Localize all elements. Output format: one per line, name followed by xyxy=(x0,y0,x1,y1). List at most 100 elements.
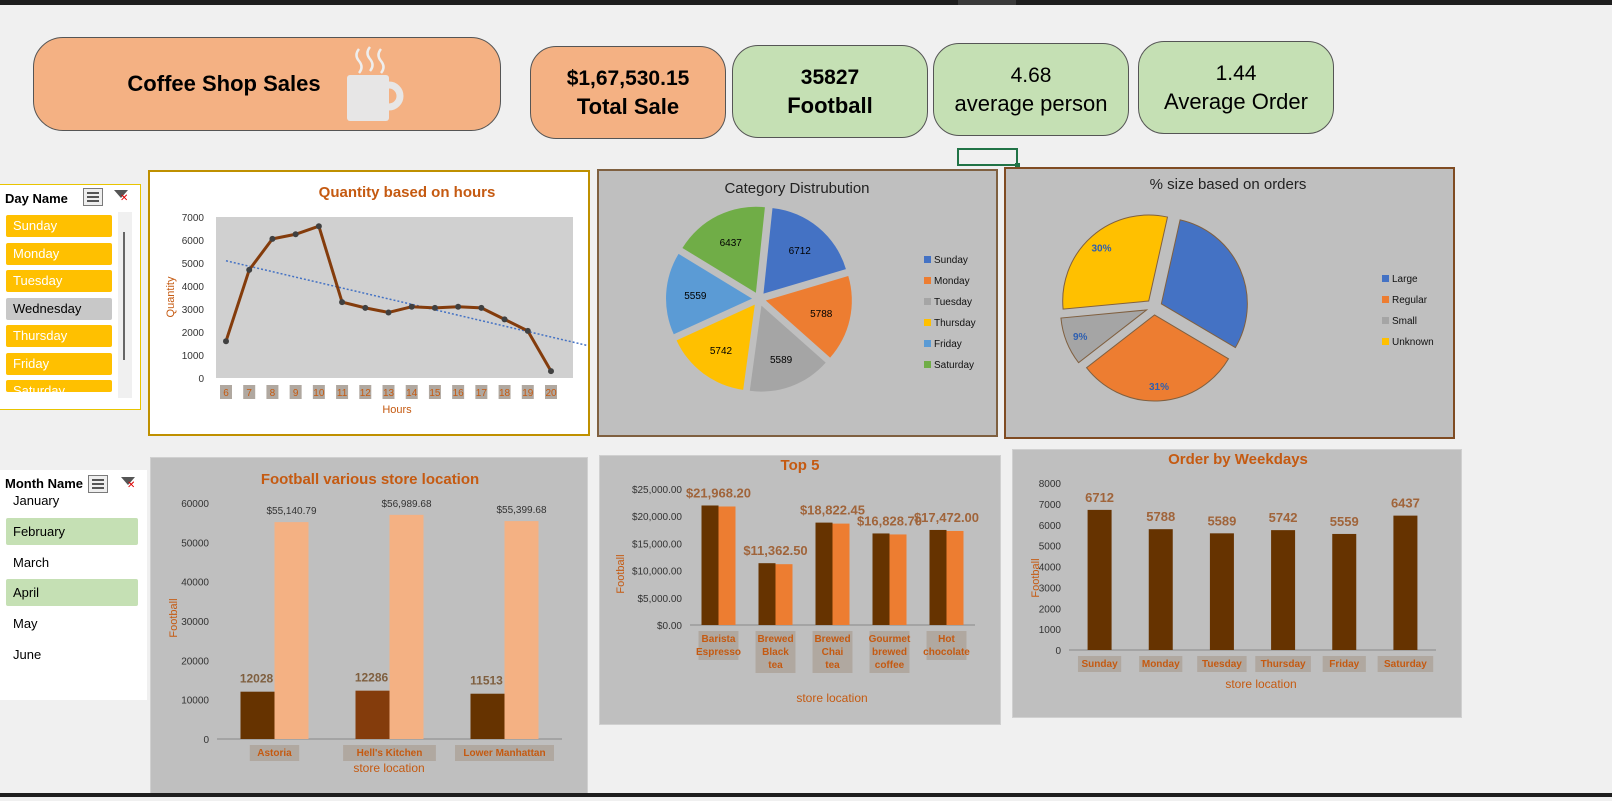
x-tick-label: Brewed Chai tea xyxy=(814,634,850,671)
x-tick-bg xyxy=(545,385,557,399)
bar xyxy=(1332,533,1357,650)
y-tick-label: 1000 xyxy=(182,351,205,362)
legend-label: Regular xyxy=(1392,295,1428,306)
data-label: 5589 xyxy=(1207,513,1236,528)
multi-select-icon[interactable] xyxy=(88,475,108,493)
x-tick-label: 15 xyxy=(429,388,441,399)
slicer-item-february[interactable]: February xyxy=(6,517,138,545)
slicer-item-monday[interactable]: Monday xyxy=(6,242,112,265)
pie-slice-regular xyxy=(1085,314,1230,402)
pie-slice-monday xyxy=(765,276,852,358)
slicer-item-january[interactable]: January xyxy=(13,493,60,508)
store-location-chart-panel[interactable]: Football various store location 0 10000 200… xyxy=(150,457,588,797)
x-tick-label: 19 xyxy=(522,388,534,399)
pie-slice-tuesday xyxy=(749,305,826,392)
slicer-item-march[interactable]: March xyxy=(13,554,50,570)
plot-area xyxy=(216,217,573,378)
chart-title: Category Distrubution xyxy=(724,180,869,197)
bar xyxy=(815,522,833,625)
y-axis-label: Football xyxy=(1030,558,1042,597)
data-label: 5788 xyxy=(810,309,833,320)
slicer-item-may[interactable]: May xyxy=(13,616,38,632)
y-tick-label: 20000 xyxy=(181,656,209,667)
data-point xyxy=(408,303,415,310)
clear-filter-icon[interactable] xyxy=(111,188,131,206)
y-tick-label: 0 xyxy=(198,374,204,385)
legend-swatch xyxy=(924,361,931,368)
bar xyxy=(1148,529,1173,650)
y-tick-label: $10,000.00 xyxy=(632,567,682,578)
kpi-value: 4.68 xyxy=(1010,63,1052,87)
x-tick-bg xyxy=(359,385,372,399)
selected-cell[interactable] xyxy=(957,148,1020,168)
legend-label: Unknown xyxy=(1392,337,1434,348)
month-name-slicer: Month Name January February March April May J… xyxy=(0,470,147,700)
data-label: 12286 xyxy=(355,671,389,685)
weekdays-chart-panel[interactable]: Order by Weekdays 0 1000 2000 3000 4000 5000 60… xyxy=(1012,449,1462,718)
bar xyxy=(718,506,736,625)
chart-title: Quantity based on hours xyxy=(319,184,496,201)
slicer-scrollbar[interactable] xyxy=(118,212,132,398)
bottom-strip xyxy=(0,793,1612,797)
legend-swatch xyxy=(1382,275,1389,282)
y-tick-label: 6000 xyxy=(1039,521,1062,532)
clear-filter-icon[interactable] xyxy=(118,475,138,493)
x-tick-label: Hell's Kitchen xyxy=(357,748,423,759)
legend-label: Tuesday xyxy=(934,297,972,308)
y-tick-label: 2000 xyxy=(182,328,205,339)
y-tick-label: 6000 xyxy=(182,236,205,247)
slicer-item-april[interactable]: April xyxy=(6,579,138,607)
x-tick-label: 17 xyxy=(476,388,488,399)
x-tick-label: Saturday xyxy=(1384,659,1427,670)
x-tick-label: Tuesday xyxy=(1202,659,1242,670)
kpi-value: 1.44 xyxy=(1215,61,1257,85)
bar xyxy=(470,693,505,739)
x-tick-label: Gourmet brewed coffee xyxy=(869,634,911,671)
y-tick-label: $15,000.00 xyxy=(632,539,682,550)
category-chart-panel[interactable]: Category Distrubution 6712 5788 5589 5742 555… xyxy=(597,169,998,437)
y-axis-label: Football xyxy=(168,598,180,637)
slicer-item-june[interactable]: June xyxy=(13,647,42,662)
x-tick-bg xyxy=(1197,656,1247,672)
x-axis-label: store location xyxy=(1225,677,1296,691)
x-tick-bg xyxy=(1139,656,1183,672)
bar xyxy=(701,505,719,625)
x-tick-bg xyxy=(521,385,534,399)
y-tick-label: 5000 xyxy=(1039,542,1062,553)
scrollbar-thumb[interactable] xyxy=(123,232,125,360)
slicer-header: Day Name xyxy=(5,191,68,206)
x-axis-label: store location xyxy=(796,691,867,705)
data-label: 5742 xyxy=(1269,510,1298,525)
size-chart-panel[interactable]: % size based on orders 31% 9% 30% Large Regul… xyxy=(1004,167,1455,439)
data-point xyxy=(385,309,392,316)
x-tick-bg xyxy=(455,745,554,761)
y-tick-label: 10000 xyxy=(181,696,209,707)
slicer-item-thursday[interactable]: Thursday xyxy=(6,325,112,347)
x-tick-bg xyxy=(243,385,256,399)
quantity-hours-chart-panel[interactable]: Quantity based on hours 0 1000 2000 3000 4000… xyxy=(148,170,592,436)
top5-chart-panel[interactable]: Top 5 $0.00 $5,000.00 $10,000.00 $15,000.00 $… xyxy=(599,455,1001,725)
data-label: 5559 xyxy=(684,291,707,302)
y-tick-label: 1000 xyxy=(1039,625,1062,636)
category-pie-chart: Category Distrubution 6712 5788 5589 5742 555… xyxy=(666,180,976,392)
slicer-item-sunday[interactable]: Sunday xyxy=(6,215,112,237)
legend-swatch xyxy=(924,319,931,326)
bar xyxy=(929,529,947,625)
data-label: $16,828.70 xyxy=(857,513,922,528)
kpi-football: 35827 Football xyxy=(732,45,928,138)
x-tick-label: 10 xyxy=(313,388,325,399)
slicer-item-tuesday[interactable]: Tuesday xyxy=(6,270,112,292)
data-point xyxy=(315,223,322,230)
slicer-item-wednesday[interactable]: Wednesday xyxy=(6,297,112,320)
slicer-item-friday[interactable]: Friday xyxy=(6,352,112,375)
legend-label: Saturday xyxy=(934,360,974,371)
x-tick-bg xyxy=(343,745,436,761)
x-tick-label: Astoria xyxy=(257,748,292,759)
weekdays-bar-chart: Order by Weekdays 0 1000 2000 3000 4000 5000 60… xyxy=(1030,451,1436,691)
legend-swatch xyxy=(924,256,931,263)
x-tick-bg xyxy=(452,385,465,399)
x-tick-bg xyxy=(869,631,910,673)
slicer-item-saturday[interactable]: Saturday xyxy=(6,380,112,392)
multi-select-icon[interactable] xyxy=(83,188,103,206)
bar xyxy=(889,534,907,625)
